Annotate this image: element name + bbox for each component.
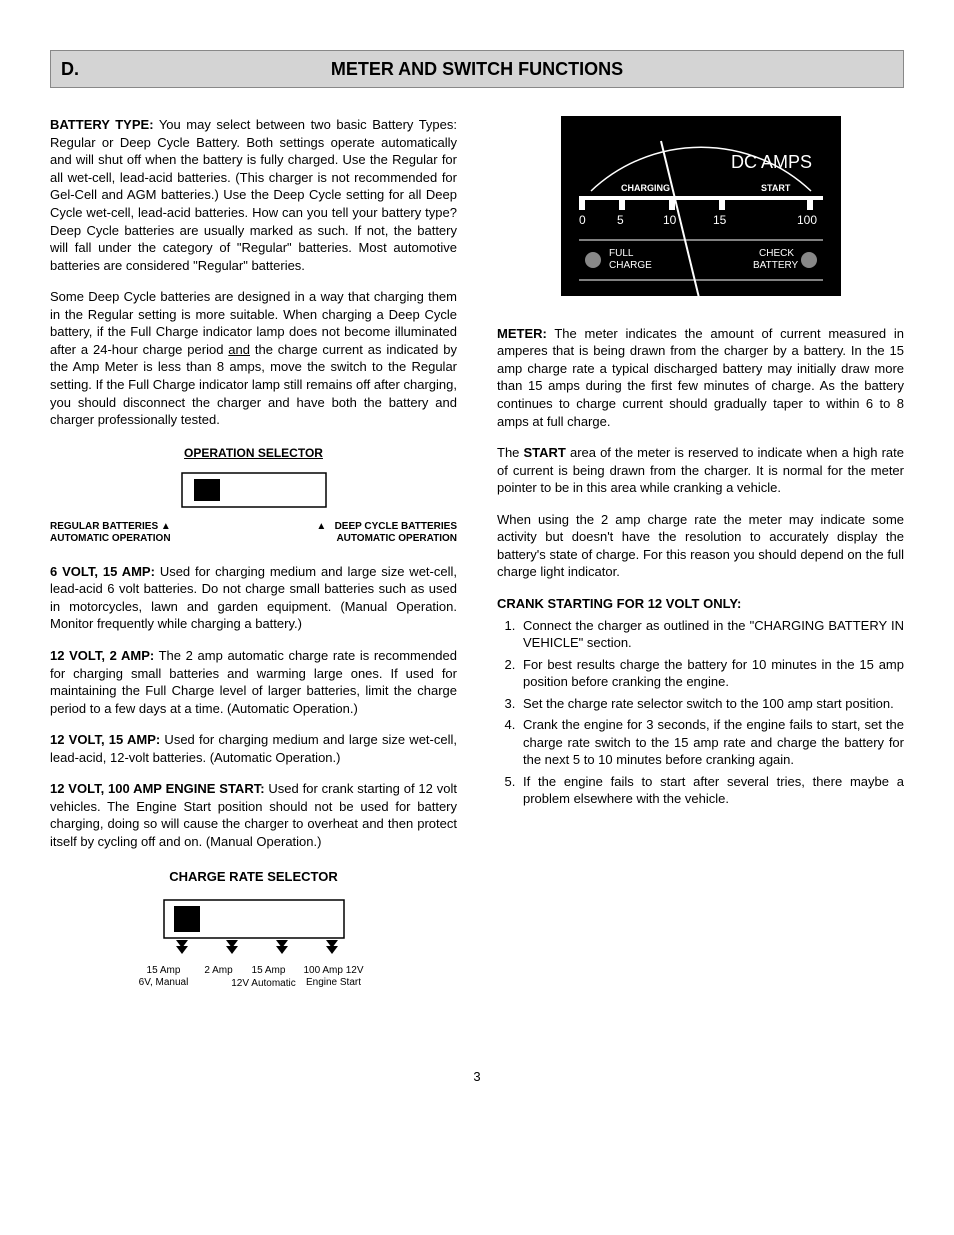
- page-number: 3: [50, 1068, 904, 1086]
- svg-text:CHECK: CHECK: [759, 248, 794, 259]
- 12v-15a-paragraph: 12 VOLT, 15 AMP: Used for charging mediu…: [50, 731, 457, 766]
- 12v-100a-paragraph: 12 VOLT, 100 AMP ENGINE START: Used for …: [50, 780, 457, 850]
- right-column: DC AMPS CHARGING START 0 5 10 15 100: [497, 116, 904, 1008]
- svg-text:FULL: FULL: [609, 248, 634, 259]
- meter-title-text: DC AMPS: [731, 152, 812, 172]
- 2amp-note: When using the 2 amp charge rate the met…: [497, 511, 904, 581]
- battery-type-paragraph: BATTERY TYPE: You may select between two…: [50, 116, 457, 274]
- step-2: For best results charge the battery for …: [519, 656, 904, 691]
- svg-text:100: 100: [797, 213, 817, 227]
- operation-selector-title: OPERATION SELECTOR: [50, 445, 457, 461]
- left-column: BATTERY TYPE: You may select between two…: [50, 116, 457, 1008]
- step-3: Set the charge rate selector switch to t…: [519, 695, 904, 713]
- operation-selector-diagram: REGULAR BATTERIES ▲ AUTOMATIC OPERATION …: [50, 469, 457, 545]
- svg-text:5: 5: [617, 213, 624, 227]
- svg-text:0: 0: [579, 213, 586, 227]
- operation-selector-svg: [174, 469, 334, 517]
- operation-selector-labels: REGULAR BATTERIES ▲ AUTOMATIC OPERATION …: [50, 521, 457, 545]
- meter-paragraph: METER: The meter indicates the amount of…: [497, 325, 904, 430]
- battery-type-label: BATTERY TYPE:: [50, 117, 154, 132]
- battery-type-text: You may select between two basic Battery…: [50, 117, 457, 272]
- svg-text:10: 10: [663, 213, 677, 227]
- content-columns: BATTERY TYPE: You may select between two…: [50, 116, 904, 1008]
- 6v-15a-paragraph: 6 VOLT, 15 AMP: Used for charging medium…: [50, 563, 457, 633]
- start-paragraph: The START area of the meter is reserved …: [497, 444, 904, 497]
- svg-text:15: 15: [713, 213, 727, 227]
- section-header: D. METER AND SWITCH FUNCTIONS: [50, 50, 904, 88]
- svg-text:CHARGE: CHARGE: [609, 260, 652, 271]
- step-1: Connect the charger as outlined in the "…: [519, 617, 904, 652]
- meter-diagram: DC AMPS CHARGING START 0 5 10 15 100: [497, 116, 904, 301]
- charge-rate-selector-diagram: 15 Amp 6V, Manual 2 Amp 15 Amp 100 Amp 1…: [50, 896, 457, 990]
- svg-text:START: START: [761, 183, 791, 193]
- deep-cycle-note: Some Deep Cycle batteries are designed i…: [50, 288, 457, 428]
- charge-rate-selector-svg: [144, 896, 364, 956]
- section-title: METER AND SWITCH FUNCTIONS: [61, 57, 893, 81]
- 12v-2a-paragraph: 12 VOLT, 2 AMP: The 2 amp automatic char…: [50, 647, 457, 717]
- charge-rate-selector-title: CHARGE RATE SELECTOR: [50, 868, 457, 886]
- step-4: Crank the engine for 3 seconds, if the e…: [519, 716, 904, 769]
- crank-starting-steps: Connect the charger as outlined in the "…: [519, 617, 904, 808]
- crank-starting-title: CRANK STARTING FOR 12 VOLT ONLY:: [497, 595, 904, 613]
- svg-text:BATTERY: BATTERY: [753, 260, 799, 271]
- step-5: If the engine fails to start after sever…: [519, 773, 904, 808]
- svg-text:CHARGING: CHARGING: [621, 183, 670, 193]
- meter-svg: DC AMPS CHARGING START 0 5 10 15 100: [561, 116, 841, 296]
